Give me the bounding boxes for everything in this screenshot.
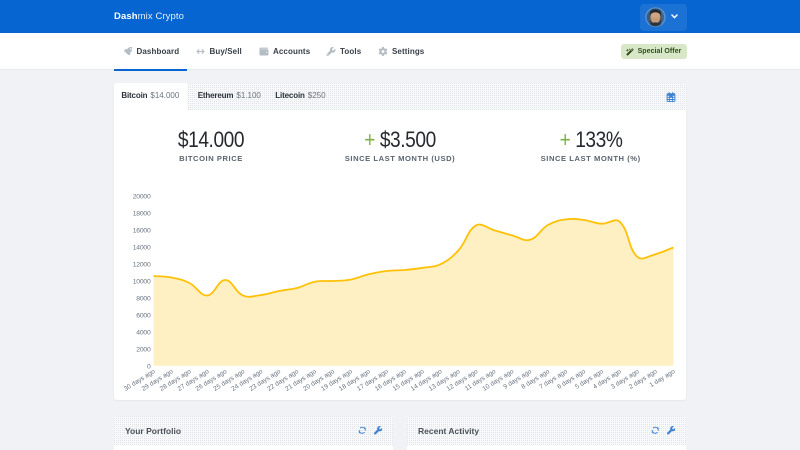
svg-text:14000: 14000: [133, 245, 151, 252]
svg-text:10000: 10000: [133, 279, 151, 286]
svg-text:20000: 20000: [133, 194, 151, 201]
svg-text:2000: 2000: [136, 347, 151, 354]
svg-text:8000: 8000: [136, 296, 151, 303]
svg-text:12000: 12000: [133, 262, 151, 269]
svg-text:18000: 18000: [133, 211, 151, 218]
svg-text:4000: 4000: [136, 330, 151, 337]
svg-text:0: 0: [147, 364, 151, 371]
svg-text:16000: 16000: [133, 228, 151, 235]
svg-text:6000: 6000: [136, 313, 151, 320]
